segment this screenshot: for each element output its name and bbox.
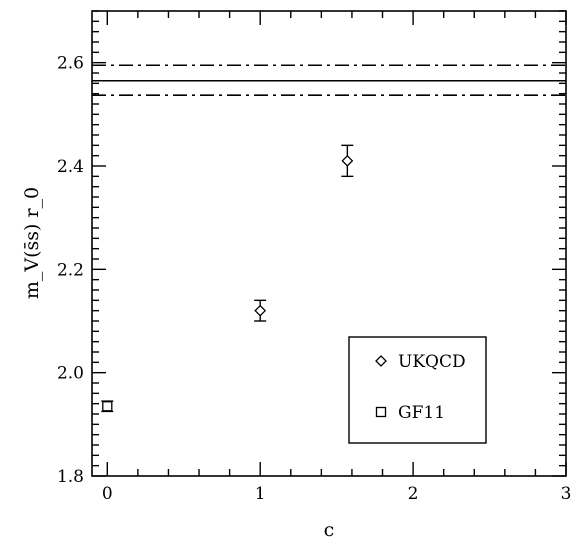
y-axis-label: m_V(s̄s) r_0 — [21, 187, 43, 299]
legend-box — [348, 336, 487, 444]
x-tick-label: 2 — [408, 484, 419, 504]
y-tick-label: 1.8 — [57, 467, 84, 487]
x-tick-label: 0 — [102, 484, 113, 504]
legend: UKQCD GF11 — [348, 336, 487, 444]
data-points — [101, 144, 354, 413]
diamond-marker — [254, 304, 267, 317]
y-tick-label: 2.2 — [57, 260, 84, 280]
y-tick-label: 2.6 — [57, 54, 84, 74]
y-tick-label: 2.4 — [57, 157, 84, 177]
legend-label-gf11: GF11 — [398, 403, 445, 423]
legend-label-ukqcd: UKQCD — [398, 352, 466, 372]
plot-frame — [91, 10, 567, 477]
ukqcd-point — [254, 299, 267, 322]
ukqcd-point — [341, 144, 354, 178]
gf11-point — [101, 400, 114, 413]
tick-labels: 0 1 2 3 1.8 2.0 2.2 2.4 2.6 — [57, 54, 571, 504]
legend-gf11-marker — [375, 406, 387, 418]
x-axis-label: c — [324, 519, 335, 541]
axis-ticks — [92, 10, 567, 477]
legend-ukqcd-marker — [375, 355, 387, 367]
x-tick-label: 3 — [561, 484, 572, 504]
x-tick-label: 1 — [255, 484, 266, 504]
diamond-marker — [341, 154, 354, 167]
y-tick-label: 2.0 — [57, 364, 84, 384]
reference-lines — [92, 64, 566, 97]
square-marker — [102, 401, 113, 412]
